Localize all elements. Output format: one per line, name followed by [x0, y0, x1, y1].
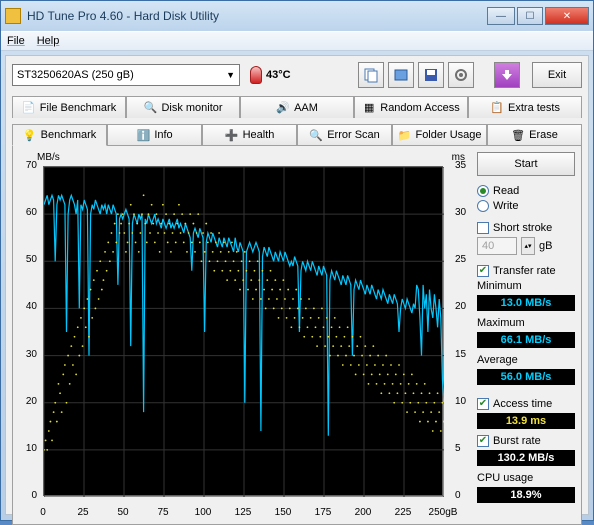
- tab-row-bottom: 💡Benchmark ℹ️Info ➕Health 🔍Error Scan 📁F…: [12, 124, 582, 146]
- screenshot-button[interactable]: [388, 62, 414, 88]
- save-button[interactable]: [418, 62, 444, 88]
- tab-folder-usage[interactable]: 📁Folder Usage: [392, 124, 487, 146]
- chart-area: MB/s ms 01020304050607005101520253035025…: [19, 152, 469, 518]
- close-button[interactable]: ✕: [545, 7, 589, 25]
- maximize-button[interactable]: ☐: [517, 7, 543, 25]
- tab-benchmark[interactable]: 💡Benchmark: [12, 124, 107, 146]
- erase-icon: 🗑: [511, 128, 525, 142]
- tab-aam[interactable]: 🔊AAM: [240, 96, 354, 118]
- tab-error-scan[interactable]: 🔍Error Scan: [297, 124, 392, 146]
- speaker-icon: 🔊: [276, 101, 290, 115]
- chart-plot: [43, 166, 443, 496]
- thermometer-icon: [250, 66, 262, 84]
- y-left-unit: MB/s: [37, 152, 60, 163]
- benchmark-panel: MB/s ms 01020304050607005101520253035025…: [12, 145, 582, 525]
- temperature-readout: 43°C: [250, 66, 291, 84]
- maximum-label: Maximum: [477, 317, 575, 329]
- minimum-label: Minimum: [477, 280, 575, 292]
- start-button[interactable]: Start: [477, 152, 575, 176]
- short-stroke-check[interactable]: Short stroke: [477, 222, 575, 234]
- file-icon: 📄: [22, 101, 36, 115]
- copy-info-button[interactable]: [358, 62, 384, 88]
- monitor-icon: 🔍: [143, 101, 157, 115]
- toolbar: ST3250620AS (250 gB) ▼ 43°C Exit: [12, 60, 582, 90]
- dropdown-icon: ▼: [226, 70, 235, 80]
- access-time-check[interactable]: ✔Access time: [477, 398, 575, 410]
- tab-extra-tests[interactable]: 📋Extra tests: [468, 96, 582, 118]
- minimum-value: 13.0 MB/s: [477, 295, 575, 311]
- cpu-usage-value: 18.9%: [477, 487, 575, 503]
- menu-file[interactable]: File: [7, 35, 25, 47]
- tab-disk-monitor[interactable]: 🔍Disk monitor: [126, 96, 240, 118]
- menu-help[interactable]: Help: [37, 35, 60, 47]
- tab-info[interactable]: ℹ️Info: [107, 124, 202, 146]
- menubar: File Help: [1, 31, 593, 51]
- window-title: HD Tune Pro 4.60 - Hard Disk Utility: [27, 9, 487, 23]
- client-area: ST3250620AS (250 gB) ▼ 43°C Exit 📄File B…: [5, 55, 589, 515]
- spin-buttons[interactable]: ▴▾: [521, 237, 535, 255]
- tab-health[interactable]: ➕Health: [202, 124, 297, 146]
- short-stroke-spinner[interactable]: 40 ▴▾ gB: [477, 237, 575, 255]
- tab-erase[interactable]: 🗑Erase: [487, 124, 582, 146]
- exit-button[interactable]: Exit: [532, 62, 582, 88]
- minimize-tray-button[interactable]: [494, 62, 520, 88]
- scan-icon: 🔍: [309, 128, 323, 142]
- app-window: HD Tune Pro 4.60 - Hard Disk Utility — ☐…: [0, 0, 594, 521]
- tab-file-benchmark[interactable]: 📄File Benchmark: [12, 96, 126, 118]
- tests-icon: 📋: [490, 101, 504, 115]
- access-time-value: 13.9 ms: [477, 413, 575, 429]
- folder-icon: 📁: [397, 128, 411, 142]
- tab-row-top: 📄File Benchmark 🔍Disk monitor 🔊AAM ▦Rand…: [12, 96, 582, 118]
- side-panel: Start Read Write Short stroke 40 ▴▾ gB ✔…: [477, 152, 575, 518]
- drive-select-value: ST3250620AS (250 gB): [17, 69, 134, 81]
- settings-button[interactable]: [448, 62, 474, 88]
- info-icon: ℹ️: [136, 128, 150, 142]
- minimize-button[interactable]: —: [487, 7, 515, 25]
- titlebar[interactable]: HD Tune Pro 4.60 - Hard Disk Utility — ☐…: [1, 1, 593, 31]
- app-icon: [5, 8, 21, 24]
- drive-select[interactable]: ST3250620AS (250 gB) ▼: [12, 64, 240, 86]
- temperature-value: 43°C: [266, 69, 291, 81]
- average-value: 56.0 MB/s: [477, 369, 575, 385]
- cpu-usage-label: CPU usage: [477, 472, 575, 484]
- average-label: Average: [477, 354, 575, 366]
- burst-rate-value: 130.2 MB/s: [477, 450, 575, 466]
- health-icon: ➕: [225, 128, 239, 142]
- write-radio[interactable]: Write: [477, 200, 575, 212]
- random-icon: ▦: [362, 101, 376, 115]
- transfer-rate-check[interactable]: ✔Transfer rate: [477, 265, 575, 277]
- maximum-value: 66.1 MB/s: [477, 332, 575, 348]
- bulb-icon: 💡: [23, 128, 37, 142]
- tab-random-access[interactable]: ▦Random Access: [354, 96, 468, 118]
- read-radio[interactable]: Read: [477, 185, 575, 197]
- burst-rate-check[interactable]: ✔Burst rate: [477, 435, 575, 447]
